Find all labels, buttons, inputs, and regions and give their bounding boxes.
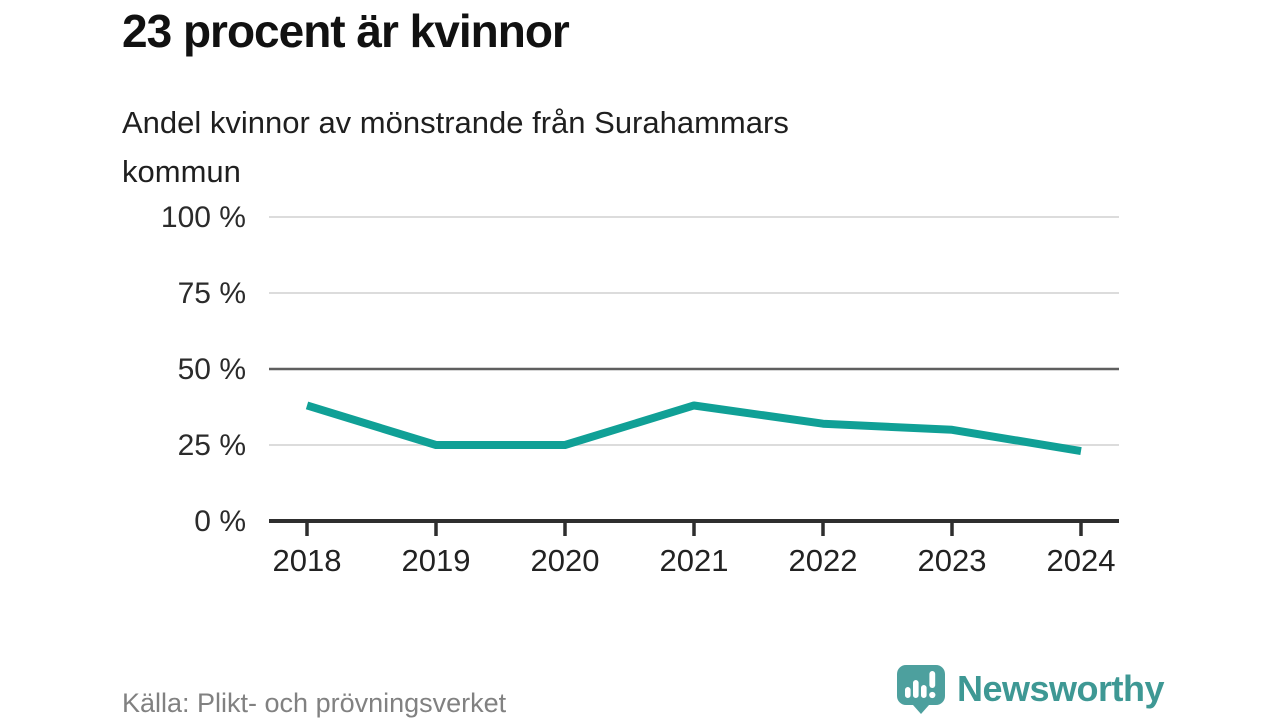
- bar-icon: [905, 687, 911, 698]
- data-line: [305, 401, 1082, 456]
- x-tick-label: 2022: [789, 543, 858, 578]
- y-tick-label: 50 %: [178, 353, 246, 386]
- chart-subtitle-line1: Andel kvinnor av mönstrande från Suraham…: [122, 105, 789, 140]
- x-tick-label: 2021: [660, 543, 729, 578]
- x-tick-label: 2024: [1047, 543, 1116, 578]
- chart-title: 23 procent är kvinnor: [122, 5, 570, 57]
- y-tick-label: 75 %: [178, 277, 246, 310]
- exclamation-dot-icon: [929, 691, 936, 699]
- y-tick-label: 100 %: [161, 201, 246, 234]
- newsworthy-wordmark: Newsworthy: [957, 668, 1165, 709]
- x-tick-label: 2023: [918, 543, 987, 578]
- exclamation-icon: [929, 671, 936, 688]
- x-tick-label: 2018: [273, 543, 342, 578]
- chart-subtitle: Andel kvinnor av mönstrande från Suraham…: [122, 98, 789, 196]
- bar-icon: [913, 680, 919, 698]
- bar-icon: [921, 685, 927, 698]
- x-tick-label: 2019: [402, 543, 471, 578]
- y-tick-label: 25 %: [178, 429, 246, 462]
- chart-subtitle-line2: kommun: [122, 154, 241, 189]
- y-tick-label: 0 %: [194, 505, 246, 538]
- newsworthy-logo: Newsworthy: [896, 664, 1165, 714]
- newsworthy-pin-icon: [897, 665, 945, 714]
- x-tick-label: 2020: [531, 543, 600, 578]
- source-text: Källa: Plikt- och prövningsverket: [122, 688, 507, 718]
